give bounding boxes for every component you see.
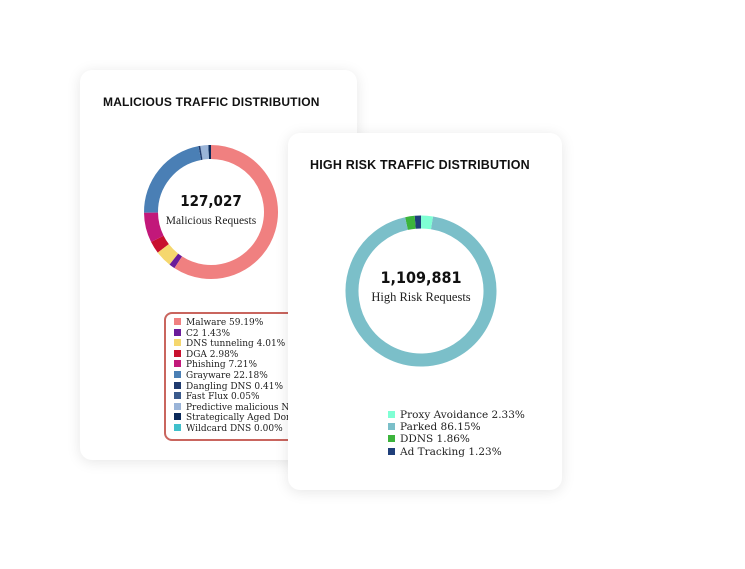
legend-item: C2 1.43% [174,328,334,340]
legend-label: Ad Tracking 1.23% [400,445,502,458]
legend-swatch [388,411,395,418]
legend-swatch [174,402,181,410]
legend-label: Phishing 7.21% [186,360,258,371]
legend-label: Fast Flux 0.05% [186,392,260,403]
donut: 127,027 Malicious Requests [144,145,278,279]
donut-segment [200,145,209,160]
donut-segment [169,253,183,269]
legend-item: DGA 2.98% [174,349,334,361]
legend-label: Malware 59.19% [186,318,264,328]
total-label: Malicious Requests [166,215,257,227]
donut-segment [420,215,434,230]
high-risk-card: HIGH RISK TRAFFIC DISTRIBUTION 1,109,881… [288,133,562,490]
donut-segment [144,212,164,243]
legend-item: Parked 86.15% [388,421,525,433]
legend-swatch [388,447,395,455]
donut: 1,109,881 High Risk Requests [345,215,497,367]
legend-swatch [174,370,181,378]
total: 1,109,881 [380,268,461,287]
legend-item: DNS tunneling 4.01% [174,339,334,350]
legend-swatch [174,339,181,347]
legend-item: Strategically Aged Domai [174,413,334,424]
legend-swatch [174,349,181,357]
legend-label: Proxy Avoidance 2.33% [400,409,525,421]
legend-item: Dangling DNS 0.41% [174,381,334,393]
legend-label: Predictive malicious NRD [186,402,304,413]
legend-swatch [174,318,181,325]
legend-swatch [388,435,395,443]
donut-segment [345,216,497,367]
legend-swatch [174,381,181,389]
legend-item: DDNS 1.86% [388,433,525,445]
donut-segment [174,145,278,279]
legend-swatch [174,360,181,368]
donut-segment [144,146,202,213]
legend: Malware 59.19% C2 1.43% DNS tunneling 4.01… [164,312,336,441]
donut-segment [157,243,179,265]
legend-swatch [174,423,181,431]
legend-item: Grayware 22.18% [174,370,334,382]
card-title: MALICIOUS TRAFFIC DISTRIBUTION [103,95,320,109]
legend-swatch [174,328,181,336]
legend: Proxy Avoidance 2.33% Parked 86.15% DDNS 1… [388,409,525,458]
legend-item: Fast Flux 0.05% [174,392,334,403]
legend-label: C2 1.43% [186,328,231,339]
donut-segment [151,235,169,253]
legend-label: DNS tunneling 4.01% [186,339,286,350]
legend-label: Dangling DNS 0.41% [186,381,284,392]
legend-item: Malware 59.19% [174,318,334,329]
legend-item: Proxy Avoidance 2.33% [388,409,525,421]
legend-swatch [388,423,395,431]
legend-label: Grayware 22.18% [186,370,268,381]
legend-label: DDNS 1.86% [400,433,470,446]
donut-segment [405,215,416,230]
legend-item: Ad Tracking 1.23% [388,446,525,458]
total: 127,027 [180,192,241,210]
total-label: High Risk Requests [371,290,470,304]
legend-item: Phishing 7.21% [174,360,334,371]
legend-label: DGA 2.98% [186,349,239,360]
legend-swatch [174,413,181,421]
card-title: HIGH RISK TRAFFIC DISTRIBUTION [310,158,530,172]
legend-label: Wildcard DNS 0.00% [186,423,283,434]
legend-item: Predictive malicious NRD [174,402,334,414]
legend-item: Wildcard DNS 0.00% [174,423,334,435]
legend-label: Parked 86.15% [400,421,481,434]
legend-label: Strategically Aged Domai [186,413,303,424]
legend-swatch [174,392,181,400]
